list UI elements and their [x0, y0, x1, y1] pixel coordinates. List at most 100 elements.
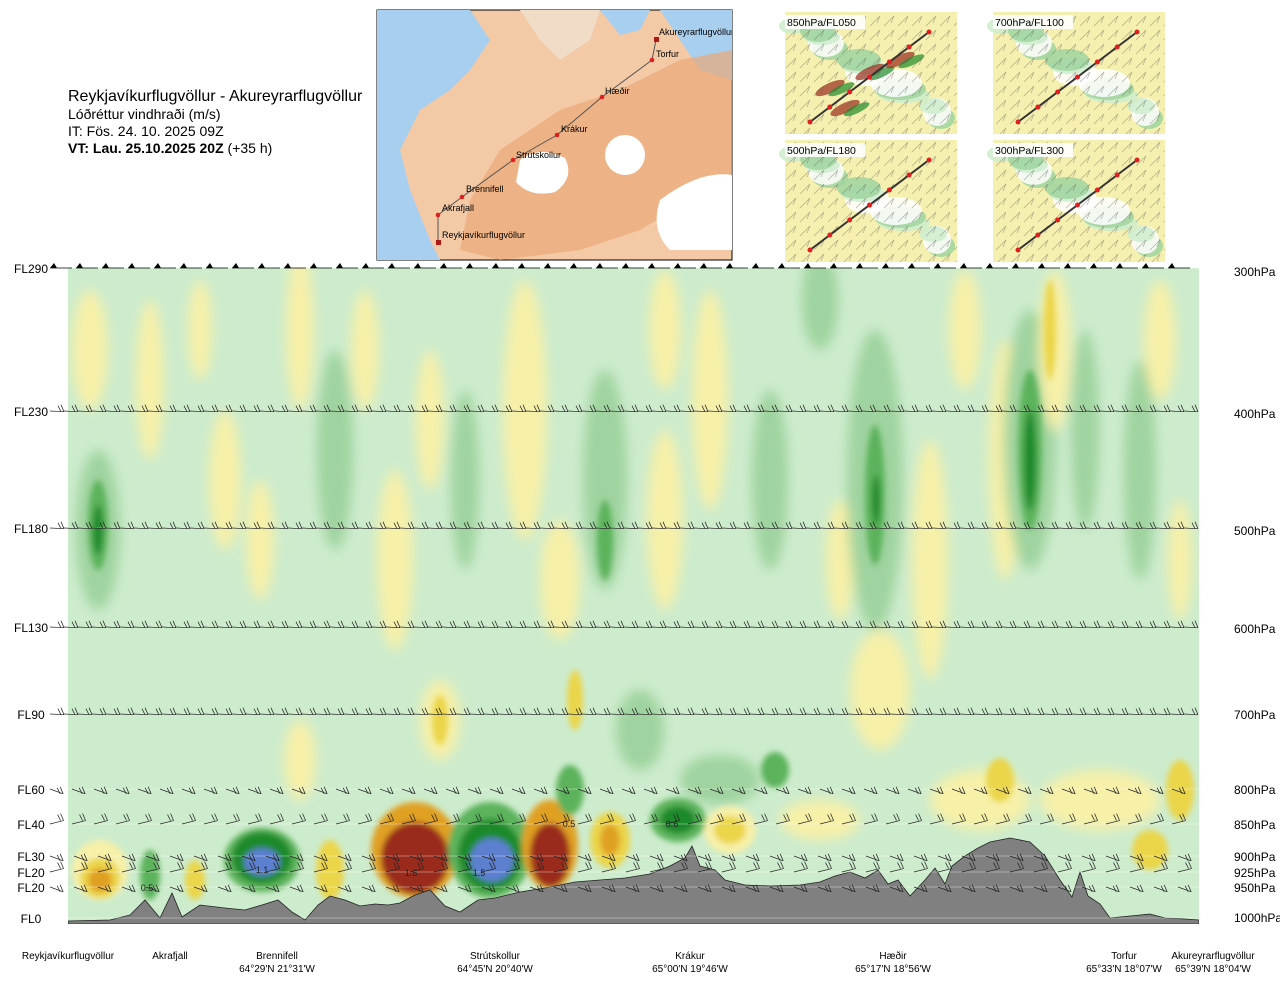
field-region — [286, 268, 314, 410]
wind-barb — [1153, 886, 1168, 893]
station-name: Strútskollur — [470, 951, 521, 962]
wind-barb-feather — [851, 853, 856, 861]
wind-barb-feather — [1138, 521, 1143, 529]
field-region — [246, 480, 274, 600]
map-label-brennifell: Brennifell — [466, 184, 504, 194]
field-region — [583, 370, 627, 590]
wind-barb-feather — [1079, 522, 1084, 529]
wind-barb — [1177, 855, 1192, 862]
wind-barb-feather — [1156, 787, 1161, 794]
wind-barb — [889, 868, 904, 873]
wind-barb-feather — [547, 405, 552, 412]
wind-barb-feather — [104, 854, 109, 861]
wind-barb-feather — [648, 707, 653, 715]
wind-barb — [1015, 527, 1031, 530]
field-region — [1168, 500, 1192, 620]
wind-barb-feather — [690, 620, 695, 628]
wind-barb-feather — [365, 621, 370, 628]
wind-barb-feather — [1149, 708, 1154, 715]
wind-barb-feather — [953, 708, 958, 715]
wind-barb-feather — [1089, 862, 1093, 869]
wind-barb-feather — [1012, 404, 1017, 412]
wind-barb — [1017, 788, 1032, 795]
wind-barb — [875, 713, 890, 716]
wind-barb-feather — [805, 814, 809, 821]
wind-barb-feather — [152, 854, 157, 861]
wind-barb-feather — [169, 621, 174, 628]
wind-barb-feather — [536, 707, 541, 715]
wind-barb-feather — [408, 787, 413, 794]
wind-barb — [533, 820, 548, 825]
wind-barb-feather — [1020, 861, 1024, 869]
wind-flag — [518, 263, 525, 268]
wind-barb — [651, 713, 666, 716]
wind-barb-feather — [563, 884, 568, 892]
panel-waypoint — [1015, 247, 1021, 253]
wind-barb-feather — [826, 787, 831, 794]
wind-barb-feather — [732, 620, 737, 628]
wind-barb-feather — [225, 621, 230, 628]
wind-barb — [1105, 855, 1120, 862]
wind-barb-feather — [830, 813, 834, 821]
wind-barb — [427, 713, 443, 716]
wind-barb — [481, 886, 496, 893]
wind-barb-feather — [956, 404, 961, 412]
wind-barb-feather — [923, 853, 928, 861]
wind-barb-feather — [88, 707, 93, 715]
pressure-label: 900hPa — [1234, 850, 1276, 864]
map-label-akrafjall: Akrafjall — [442, 203, 474, 213]
wind-barb — [819, 788, 834, 795]
wind-barb — [721, 868, 736, 873]
wind-barb-feather — [412, 813, 416, 821]
wind-barb-feather — [299, 884, 304, 892]
wind-barb-feather — [561, 621, 566, 628]
wind-barb-feather — [827, 621, 832, 628]
wind-barb-feather — [200, 885, 205, 892]
wind-barb-feather — [953, 522, 958, 529]
wind-flag — [1168, 263, 1175, 268]
wind-barb — [529, 855, 544, 862]
field-region — [72, 290, 108, 410]
wind-barb — [49, 886, 64, 893]
wind-barb-feather — [956, 707, 961, 715]
wind-barb — [357, 626, 373, 629]
wind-barb-feather — [522, 620, 527, 628]
wind-barb — [945, 626, 960, 629]
wind-barb — [71, 788, 86, 795]
wind-barb-feather — [827, 884, 832, 892]
wind-barb-feather — [191, 786, 196, 794]
wind-barb-feather — [396, 521, 401, 529]
wind-barb-feather — [608, 854, 613, 861]
wind-barb — [673, 855, 688, 862]
wind-barb — [511, 788, 526, 795]
wind-barb-feather — [673, 522, 678, 529]
wind-barb-feather — [438, 521, 443, 529]
wind-barb-feather — [776, 854, 781, 861]
wind-barb-feather — [214, 620, 219, 628]
field-core — [761, 752, 789, 788]
wind-barb-feather — [561, 708, 566, 715]
wind-barb-feather — [298, 404, 303, 412]
wind-barb-feather — [848, 885, 853, 892]
wind-barb-feather — [256, 707, 261, 715]
wind-barb-feather — [512, 885, 517, 892]
field-region — [752, 390, 788, 570]
wind-barb — [105, 713, 120, 716]
field-core — [185, 860, 205, 900]
wind-barb — [259, 410, 275, 413]
wind-barb — [301, 410, 317, 413]
wind-barb-feather — [211, 708, 216, 715]
wind-barb-feather — [841, 708, 846, 715]
wind-barb-feather — [920, 854, 925, 861]
wind-barb-feather — [564, 707, 569, 715]
wind-barb-feather — [942, 620, 947, 628]
map-label-krakur: Krákur — [561, 124, 588, 134]
wind-barb-feather — [444, 861, 448, 869]
field-region — [209, 410, 241, 550]
wind-flag — [700, 263, 707, 268]
wind-barb-feather — [435, 522, 440, 529]
wind-barb-feather — [382, 404, 387, 412]
wind-barb-feather — [756, 861, 760, 869]
wind-barb — [841, 820, 856, 825]
